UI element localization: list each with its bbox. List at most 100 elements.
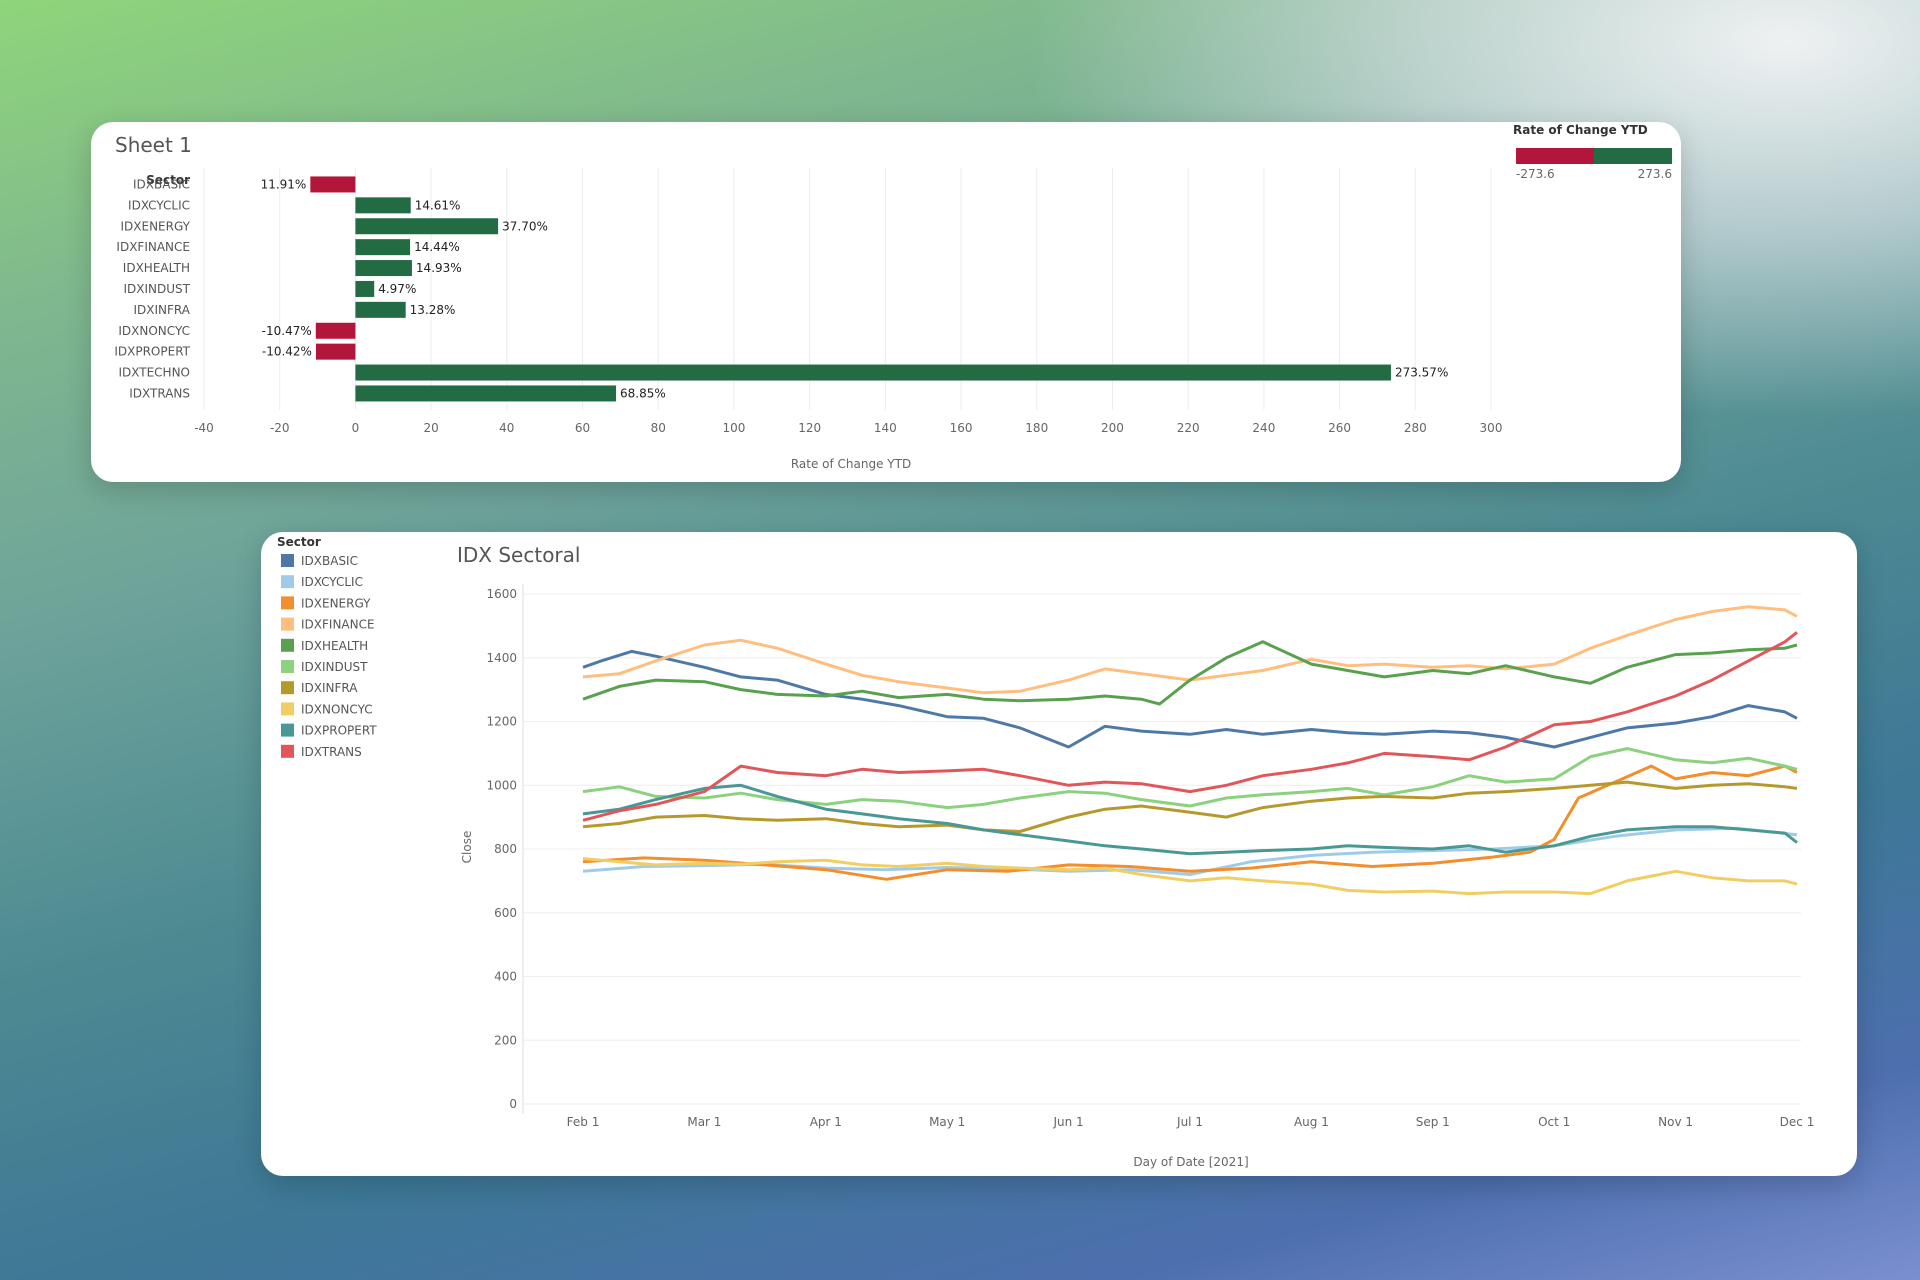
bar-category-label: IDXPROPERT [114, 345, 190, 359]
bar-category-label: IDXTRANS [129, 386, 190, 400]
bar-value-label: 14.61% [415, 198, 461, 212]
legend-label: IDXCYCLIC [301, 575, 363, 589]
line-x-tick-label: Oct 1 [1538, 1115, 1570, 1129]
bar-value-label: -10.42% [262, 345, 312, 359]
bar-x-tick-label: 260 [1328, 421, 1351, 435]
line-grid [522, 584, 1801, 1114]
bar-x-tick-label: 0 [352, 421, 360, 435]
bar-idxinfra [355, 301, 406, 318]
line-y-ticks: 0 200 400 600 800 1000 1200 1400 1600 [486, 587, 517, 1111]
bar-value-label: -10.47% [262, 324, 312, 338]
color-legend-negative [1516, 148, 1594, 164]
series-line-idxindust [582, 747, 1798, 810]
legend-label: IDXTRANS [301, 745, 362, 759]
bar-x-tick-label: 60 [575, 421, 590, 435]
line-chart-card: Sector IDXBASIC IDXCYCLIC IDXENERGY IDXFINA… [261, 532, 1857, 1176]
line-y-tick-label: 0 [509, 1097, 517, 1111]
bar-value-label: 273.57% [1395, 366, 1448, 380]
bar-idxenergy [355, 218, 499, 235]
bar-chart-card: Sheet 1 Sector IDXBASIC 11.91% IDXCYCLIC 14… [91, 122, 1681, 482]
legend-swatch-idxcyclic [281, 575, 294, 589]
legend-swatch-idxhealth [281, 638, 294, 652]
line-y-tick-label: 400 [494, 970, 517, 984]
bar-x-tick-label: 120 [798, 421, 821, 435]
bar-category-label: IDXINFRA [134, 303, 191, 317]
series-line-idxpropert [582, 783, 1798, 856]
line-y-tick-label: 1400 [486, 651, 517, 665]
legend-label: IDXPROPERT [301, 724, 377, 738]
line-legend: IDXBASIC IDXCYCLIC IDXENERGY IDXFINANCE IDXH… [281, 554, 377, 759]
bar-x-tick-label: 240 [1252, 421, 1275, 435]
bar-category-label: IDXHEALTH [123, 261, 190, 275]
bar-value-label: 68.85% [620, 386, 666, 400]
bar-value-label: 11.91% [261, 177, 307, 191]
bar-value-label: 14.93% [416, 261, 462, 275]
series-line-idxenergy [582, 764, 1798, 881]
bar-x-tick-label: 300 [1480, 421, 1503, 435]
bar-idxtrans [355, 385, 617, 402]
legend-swatch-idxfinance [281, 617, 294, 631]
series-line-idxinfra [582, 780, 1798, 833]
color-legend-min: -273.6 [1516, 167, 1555, 181]
color-legend-positive [1594, 148, 1672, 164]
bar-x-tick-label: 100 [722, 421, 745, 435]
bar-x-tick-label: 220 [1177, 421, 1200, 435]
bar-idxpropert [315, 343, 356, 360]
legend-swatch-idxtrans [281, 744, 294, 758]
line-y-tick-label: 1600 [486, 587, 517, 601]
line-x-ticks: Feb 1 Mar 1 Apr 1 May 1 Jun 1 Jul 1 Aug 1 Sep 1… [567, 1115, 1815, 1129]
bar-x-tick-label: 280 [1404, 421, 1427, 435]
line-x-tick-label: Dec 1 [1780, 1115, 1815, 1129]
bar-x-tick-label: 80 [651, 421, 666, 435]
line-y-tick-label: 200 [494, 1033, 517, 1047]
bar-category-label: IDXINDUST [124, 282, 191, 296]
line-y-tick-label: 1200 [486, 715, 517, 729]
legend-swatch-idxnoncyc [281, 702, 294, 716]
series-line-idxtrans [582, 631, 1798, 822]
bar-x-tick-label: 180 [1025, 421, 1048, 435]
line-x-axis-title: Day of Date [2021] [1133, 1155, 1248, 1169]
bar-marks: IDXBASIC 11.91% IDXCYCLIC 14.61% IDXENERGY 37… [114, 176, 1448, 402]
bar-value-label: 37.70% [502, 219, 548, 233]
line-x-tick-label: Feb 1 [567, 1115, 600, 1129]
bar-x-ticks: -40 -20 0 20 40 60 80 100 120 140 160 180 200 220 240 2… [194, 421, 1502, 435]
series-line-idxhealth [582, 640, 1798, 706]
bar-x-tick-label: 140 [874, 421, 897, 435]
bar-x-axis-title: Rate of Change YTD [791, 457, 911, 471]
bar-idxnoncyc [315, 322, 356, 339]
line-y-tick-label: 600 [494, 906, 517, 920]
bar-idxcyclic [355, 197, 411, 214]
line-series [582, 605, 1798, 896]
bar-chart-svg: Sheet 1 Sector IDXBASIC 11.91% IDXCYCLIC 14… [114, 123, 1672, 471]
bar-idxfinance [355, 239, 411, 256]
bar-idxtechno [355, 364, 1391, 381]
line-x-tick-label: Apr 1 [810, 1115, 842, 1129]
line-y-tick-label: 1000 [486, 778, 517, 792]
line-y-axis-title: Close [460, 831, 474, 864]
color-legend-title: Rate of Change YTD [1513, 123, 1648, 137]
series-line-idxbasic [582, 649, 1798, 749]
legend-label: IDXENERGY [301, 596, 371, 610]
row-header: Sector [146, 173, 190, 187]
series-line-idxcyclic [582, 826, 1798, 876]
line-x-tick-label: Jun 1 [1052, 1115, 1083, 1129]
legend-swatch-idxenergy [281, 596, 294, 610]
bar-x-tick-label: -20 [270, 421, 290, 435]
bar-category-label: IDXTECHNO [118, 366, 190, 380]
bar-x-tick-label: 160 [950, 421, 973, 435]
sheet-title: Sheet 1 [115, 133, 192, 157]
bar-value-label: 4.97% [378, 282, 416, 296]
legend-swatch-idxbasic [281, 554, 294, 567]
line-x-tick-label: Jul 1 [1176, 1115, 1203, 1129]
bar-idxbasic [310, 176, 356, 193]
line-x-tick-label: Nov 1 [1658, 1115, 1693, 1129]
legend-label: IDXNONCYC [301, 702, 373, 716]
bar-x-tick-label: 20 [423, 421, 438, 435]
line-x-tick-label: Sep 1 [1416, 1115, 1450, 1129]
bar-idxindust [355, 280, 375, 297]
legend-label: IDXFINANCE [301, 618, 375, 632]
series-line-idxfinance [582, 605, 1798, 695]
bar-idxhealth [355, 260, 412, 277]
legend-swatch-idxpropert [281, 723, 294, 737]
legend-label: IDXHEALTH [301, 639, 368, 653]
